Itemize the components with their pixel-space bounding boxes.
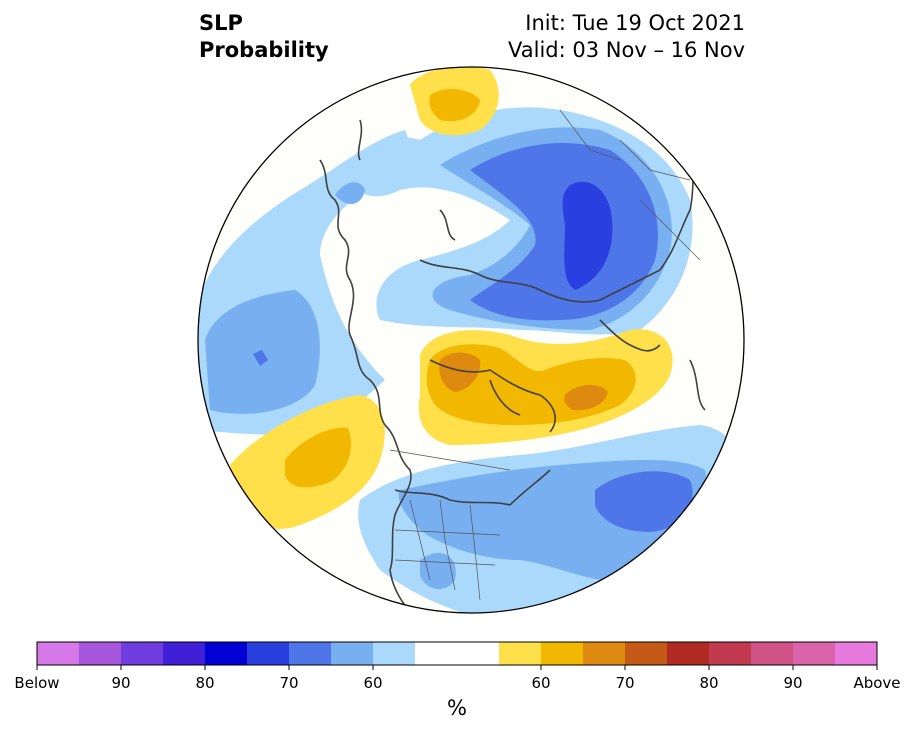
gulf-of-alaska-above-inner [285, 427, 351, 488]
colorbar-cell [793, 642, 836, 665]
colorbar-cell [415, 642, 458, 665]
colorbar-cells [37, 642, 878, 665]
colorbar-cell [751, 642, 794, 665]
colorbar-cell [835, 642, 878, 665]
greenland-sea-above [564, 384, 608, 411]
colorbar-cell [163, 642, 206, 665]
colorbar-tick-label: 60 [363, 674, 383, 692]
colorbar-tick-label: Below [14, 674, 60, 692]
alaska-below [335, 182, 365, 205]
colorbar-cell [373, 642, 416, 665]
siberia-below-core [562, 181, 613, 290]
colorbar [36, 641, 878, 670]
siberia-below-ring3 [470, 142, 658, 321]
borders [389, 109, 701, 601]
colorbar-tick-label: 70 [279, 674, 299, 692]
central-asia-above [640, 330, 672, 374]
colorbar-cell [625, 642, 668, 665]
coastlines [319, 119, 706, 613]
init-date: Init: Tue 19 Oct 2021 [525, 11, 745, 35]
colorbar-frame [36, 641, 878, 666]
colorbar-cell [289, 642, 332, 665]
colorbar-cell [79, 642, 122, 665]
date-block: Init: Tue 19 Oct 2021 Valid: 03 Nov – 16… [508, 10, 745, 64]
arctic-north-above-inner [429, 88, 480, 122]
map-subtitle: Probability [199, 38, 329, 62]
colorbar-cell [331, 642, 374, 665]
colorbar-cell [499, 642, 542, 665]
map-frame [197, 66, 745, 614]
colorbar-ticks [36, 665, 878, 670]
colorbar-cell [205, 642, 248, 665]
polar-map [197, 66, 745, 614]
colorbar-cell [709, 642, 752, 665]
colorbar-tick-label: 90 [783, 674, 803, 692]
colorbar-cell [457, 642, 500, 665]
colorbar-cell [541, 642, 584, 665]
colorbar-tick-label: 60 [531, 674, 551, 692]
map-title: SLP [199, 11, 243, 35]
above-normal-field [230, 67, 673, 529]
valid-range: Valid: 03 Nov – 16 Nov [508, 38, 745, 62]
canada-arctic-above-core [439, 352, 481, 392]
colorbar-cell [247, 642, 290, 665]
colorbar-cell [583, 642, 626, 665]
north-pacific-below-core [253, 350, 268, 366]
colorbar-tick-label: 70 [615, 674, 635, 692]
colorbar-unit: % [447, 696, 467, 720]
colorbar-tick-label: Above [853, 674, 901, 692]
north-atlantic-below-core [595, 471, 693, 532]
colorbar-cell [667, 642, 710, 665]
colorbar-tick-label: 90 [111, 674, 131, 692]
colorbar-tick-label: 80 [699, 674, 719, 692]
colorbar-cell [121, 642, 164, 665]
colorbar-cell [37, 642, 80, 665]
colorbar-tick-label: 80 [195, 674, 215, 692]
title-block: SLP Probability [199, 10, 329, 64]
